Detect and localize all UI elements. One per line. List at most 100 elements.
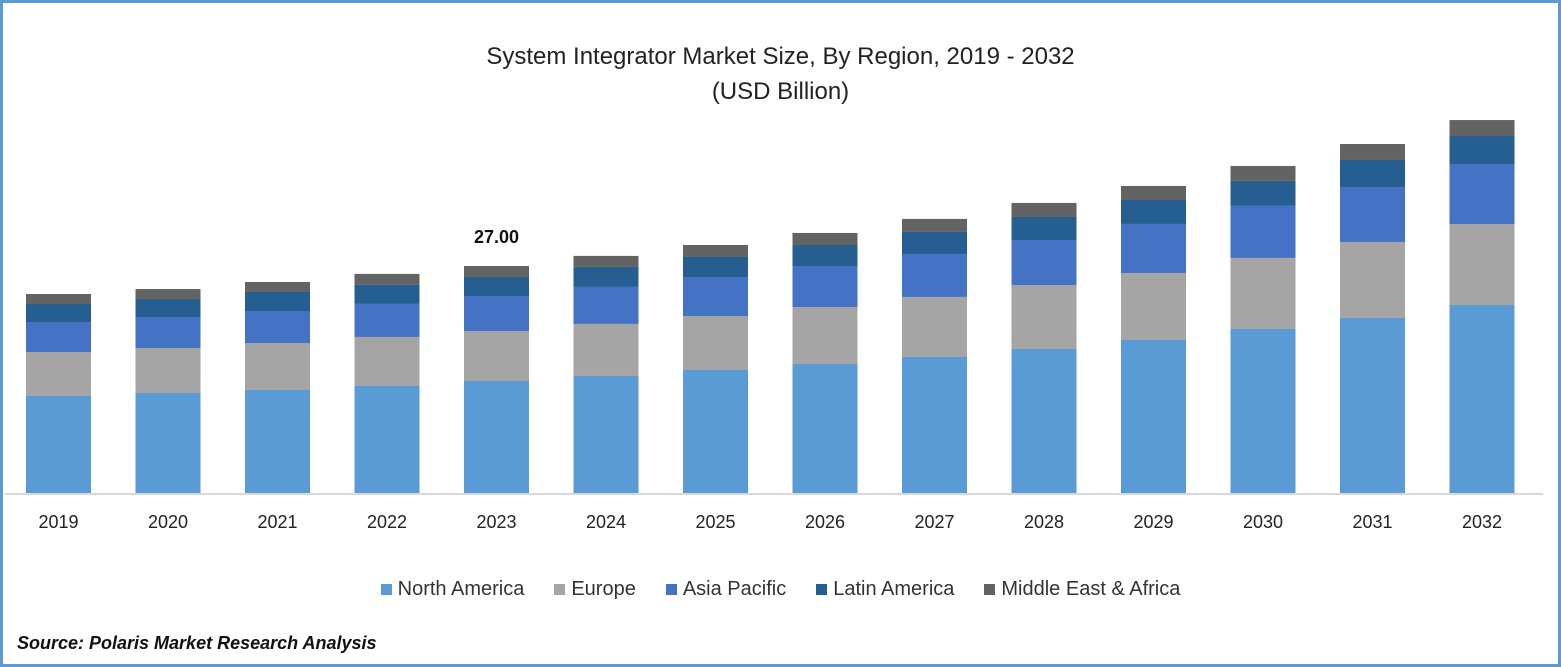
bar-segment-middle-east-africa-2029 — [1121, 185, 1186, 201]
bar-segment-middle-east-africa-2021 — [245, 281, 310, 292]
bar-segment-middle-east-africa-2019 — [26, 293, 91, 305]
bar-segment-asia-pacific-2031 — [1340, 186, 1405, 242]
bar-segment-latin-america-2031 — [1340, 159, 1405, 187]
bar-segment-latin-america-2022 — [354, 284, 420, 304]
bar-segment-europe-2030 — [1230, 257, 1296, 329]
bar-segment-middle-east-africa-2026 — [792, 232, 858, 245]
bar-segment-asia-pacific-2029 — [1121, 223, 1186, 273]
legend-item: Middle East & Africa — [984, 578, 1180, 601]
bar-segment-north-america-2024 — [573, 375, 639, 493]
bar-segment-middle-east-africa-2023 — [464, 266, 529, 278]
bar-segment-asia-pacific-2024 — [573, 286, 639, 324]
bar-segment-latin-america-2019 — [26, 304, 91, 322]
bar-segment-latin-america-2023 — [464, 277, 529, 297]
bar-segment-europe-2020 — [135, 348, 201, 394]
data-label: 27.00 — [474, 227, 519, 247]
legend-label: Latin America — [833, 578, 955, 600]
bar-segment-middle-east-africa-2024 — [573, 255, 639, 267]
bar-segment-north-america-2031 — [1340, 317, 1405, 493]
bar-segment-asia-pacific-2020 — [135, 317, 201, 349]
bar-segment-asia-pacific-2021 — [245, 310, 310, 344]
bar-segment-north-america-2021 — [245, 390, 310, 493]
bar-segment-latin-america-2029 — [1121, 200, 1186, 224]
legend-item: Europe — [554, 578, 636, 601]
bar-segment-asia-pacific-2025 — [683, 277, 748, 317]
x-tick-label: 2026 — [805, 512, 845, 532]
x-tick-label: 2025 — [695, 512, 735, 532]
bar-segment-europe-2023 — [464, 330, 529, 382]
x-tick-label: 2024 — [586, 512, 626, 532]
x-tick-label: 2029 — [1133, 512, 1173, 532]
bar-segment-middle-east-africa-2027 — [902, 218, 967, 232]
source-note: Source: Polaris Market Research Analysis — [17, 633, 377, 653]
bar-segment-north-america-2022 — [354, 385, 420, 493]
bar-segment-latin-america-2030 — [1230, 180, 1296, 206]
bar-segment-north-america-2028 — [1011, 348, 1077, 493]
x-tick-label: 2031 — [1352, 512, 1392, 532]
bar-segment-asia-pacific-2027 — [902, 253, 967, 297]
bar-segment-latin-america-2025 — [683, 257, 748, 278]
bar-segment-europe-2032 — [1449, 224, 1515, 306]
legend-swatch — [816, 584, 828, 595]
bar-segment-latin-america-2020 — [135, 299, 201, 318]
bar-segment-middle-east-africa-2025 — [683, 244, 748, 258]
x-tick-label: 2023 — [476, 512, 516, 532]
bar-segment-europe-2028 — [1011, 285, 1077, 349]
bar-segment-europe-2022 — [354, 336, 420, 386]
legend-label: Asia Pacific — [682, 578, 787, 600]
bar-segment-europe-2029 — [1121, 272, 1186, 340]
bar-segment-europe-2027 — [902, 296, 967, 357]
legend-swatch — [665, 584, 677, 595]
bar-segment-middle-east-africa-2022 — [354, 273, 420, 285]
legend: North America Europe Asia Pacific Latin Ame… — [3, 578, 1558, 601]
legend-item: Latin America — [816, 578, 954, 601]
bar-segment-latin-america-2024 — [573, 266, 639, 287]
bar-segment-asia-pacific-2026 — [792, 266, 858, 308]
x-tick-label: 2022 — [367, 512, 407, 532]
bar-segment-latin-america-2021 — [245, 291, 310, 311]
bar-segment-asia-pacific-2030 — [1230, 205, 1296, 258]
bar-segment-middle-east-africa-2031 — [1340, 144, 1405, 160]
x-tick-label: 2028 — [1024, 512, 1064, 532]
legend-item: North America — [380, 578, 524, 601]
legend-swatch — [554, 584, 566, 595]
bar-segment-north-america-2020 — [135, 393, 201, 493]
x-tick-label: 2019 — [38, 512, 78, 532]
bar-segment-north-america-2030 — [1230, 328, 1296, 493]
bar-segment-europe-2021 — [245, 343, 310, 391]
chart-title: System Integrator Market Size, By Region… — [486, 43, 1075, 70]
bar-segment-north-america-2032 — [1449, 305, 1515, 493]
x-tick-label: 2030 — [1243, 512, 1283, 532]
x-tick-label: 2020 — [148, 512, 188, 532]
x-tick-label: 2021 — [257, 512, 297, 532]
legend-swatch — [984, 584, 996, 595]
legend-swatch — [380, 584, 392, 595]
bar-segment-middle-east-africa-2030 — [1230, 165, 1296, 181]
bar-segment-europe-2031 — [1340, 241, 1405, 318]
bar-segment-europe-2024 — [573, 323, 639, 376]
chart-subtitle: (USD Billion) — [711, 78, 850, 105]
bar-segment-asia-pacific-2019 — [26, 321, 91, 353]
bar-segment-asia-pacific-2028 — [1011, 240, 1077, 286]
stacked-bar-chart: 2019 2020 2021 2022 2023 27.00 2024 2025 2026 202… — [5, 120, 1543, 532]
bar-segment-north-america-2027 — [902, 356, 967, 493]
bar-segment-europe-2025 — [683, 316, 748, 370]
bar-segment-latin-america-2026 — [792, 244, 858, 266]
bar-segment-middle-east-africa-2028 — [1011, 202, 1077, 217]
bar-segment-middle-east-africa-2032 — [1449, 120, 1515, 137]
bar-segment-asia-pacific-2023 — [464, 296, 529, 331]
bar-segment-latin-america-2027 — [902, 231, 967, 254]
bar-segment-north-america-2019 — [26, 395, 91, 493]
legend-label: Europe — [571, 578, 636, 600]
bar-segment-latin-america-2028 — [1011, 216, 1077, 241]
bar-segment-middle-east-africa-2020 — [135, 289, 201, 300]
bar-segment-north-america-2029 — [1121, 339, 1186, 493]
bar-segment-europe-2019 — [26, 352, 91, 396]
legend-item: Asia Pacific — [665, 578, 787, 601]
bar-segment-latin-america-2032 — [1449, 136, 1515, 165]
bar-segment-asia-pacific-2032 — [1449, 164, 1515, 225]
x-tick-label: 2032 — [1462, 512, 1502, 532]
legend-label: Middle East & Africa — [1001, 578, 1181, 600]
bar-segment-north-america-2025 — [683, 369, 748, 493]
